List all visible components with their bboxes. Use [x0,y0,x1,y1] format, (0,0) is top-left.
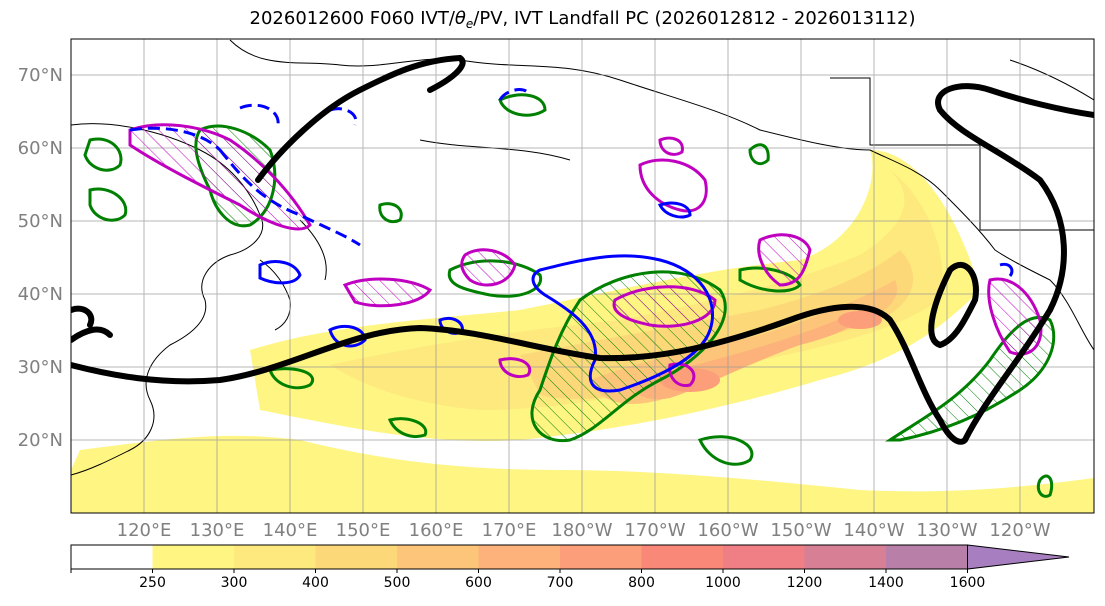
colorbar-segment [641,545,724,569]
lat-label: 30°N [18,357,63,378]
lon-label: 120°W [989,520,1050,541]
colorbar-tick-label: 700 [547,575,574,591]
colorbar-segment [804,545,887,569]
colorbar-segment [723,545,805,569]
colorbar-tick-label: 300 [221,575,248,591]
lat-label: 20°N [18,430,63,451]
colorbar-tick-label: 250 [139,575,166,591]
lon-label: 150°W [770,520,831,541]
colorbar-tick-label: 1600 [950,575,986,591]
lat-label: 40°N [18,284,63,305]
lon-label: 130°E [190,520,245,541]
lon-label: 140°W [843,520,904,541]
lon-label: 160°E [409,520,464,541]
latitude-labels: 70°N 60°N 50°N 40°N 30°N 20°N [18,65,63,451]
title-suffix: /PV, IVT Landfall PC (2026012812 - 20260… [473,8,916,29]
map-frame [70,38,1095,514]
title-theta: θ [454,8,466,29]
ivt-landfall-line [71,54,1094,445]
colorbar-segment [71,545,153,569]
colorbar-segment [315,545,398,569]
lon-label: 160°W [697,520,758,541]
lon-label: 120°E [117,520,172,541]
title-prefix: 2026012600 F060 IVT/ [249,8,455,29]
colorbar-tick-label: 1400 [868,575,904,591]
colorbar-extend-arrow [967,544,1070,570]
colorbar-segment [478,545,561,569]
lon-label: 170°E [482,520,537,541]
colorbar-segment [234,545,316,569]
title-theta-sub: e [465,17,474,32]
lon-label: 140°E [263,520,318,541]
colorbar-tick-label: 600 [465,575,492,591]
lon-label: 150°E [336,520,391,541]
lon-label: 130°W [916,520,977,541]
colorbar: 250 300 400 500 600 700 800 1000 1200 1400 1600 [70,544,1070,591]
colorbar-tick-label: 500 [384,575,411,591]
colorbar-segment [152,545,235,569]
longitude-labels: 120°E 130°E 140°E 150°E 160°E 170°E 180°… [117,520,1051,541]
colorbar-tick-label: 800 [628,575,655,591]
colorbar-outline [70,544,968,570]
lat-label: 60°N [18,138,63,159]
map-title: 2026012600 F060 IVT/θe/PV, IVT Landfall … [0,8,1105,31]
lon-label: 170°W [624,520,685,541]
colorbar-tick-label: 400 [302,575,329,591]
colorbar-segment [397,545,479,569]
colorbar-segment [886,545,968,569]
colorbar-tick-label: 1000 [705,575,741,591]
colorbar-tick-label: 1200 [787,575,823,591]
colorbar-segment [560,545,642,569]
map-layers [71,39,1094,513]
pc-contours [128,123,1043,388]
lon-label: 180°W [551,520,612,541]
lat-label: 50°N [18,211,63,232]
lat-label: 70°N [18,65,63,86]
pv-contours [129,88,1014,393]
